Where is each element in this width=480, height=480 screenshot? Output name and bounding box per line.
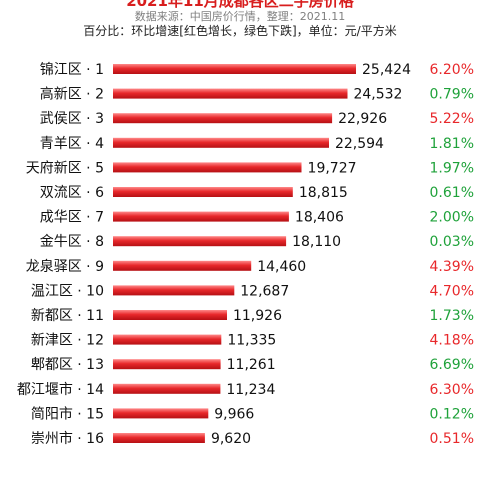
chart-title: 2021年11月成都各区二手房价格 xyxy=(126,0,354,10)
value-label: 19,727 xyxy=(308,160,357,176)
change-label: 0.79% xyxy=(430,87,474,103)
bar xyxy=(113,408,209,419)
value-label: 9,620 xyxy=(211,431,251,447)
category-label: 锦江区 · 1 xyxy=(40,61,104,78)
change-label: 6.69% xyxy=(430,357,474,373)
category-label: 武侯区 · 3 xyxy=(40,111,104,127)
category-label: 郫都区 · 13 xyxy=(31,357,104,373)
bar xyxy=(113,113,333,124)
value-label: 11,234 xyxy=(226,382,275,398)
change-label: 4.70% xyxy=(430,283,474,299)
bar xyxy=(113,211,289,222)
data-source: 数据来源：中国房价行情，整理：2021.11 xyxy=(134,10,346,23)
bar xyxy=(113,162,302,173)
category-label: 崇州市 · 16 xyxy=(31,430,104,447)
category-label: 都江堰市 · 14 xyxy=(17,381,104,398)
change-label: 5.22% xyxy=(430,111,474,127)
value-label: 9,966 xyxy=(214,406,254,422)
value-label: 11,335 xyxy=(227,333,276,349)
change-label: 1.97% xyxy=(430,160,474,176)
change-label: 0.12% xyxy=(430,406,474,422)
value-label: 18,406 xyxy=(295,210,344,226)
category-label: 金牛区 · 8 xyxy=(40,234,104,250)
value-label: 14,460 xyxy=(257,259,306,275)
category-label: 新津区 · 12 xyxy=(31,333,104,349)
bar xyxy=(113,359,221,370)
change-label: 4.39% xyxy=(430,259,474,275)
category-label: 双流区 · 6 xyxy=(40,185,104,201)
bar xyxy=(113,260,252,271)
change-label: 1.73% xyxy=(430,308,474,324)
chart-note: 百分比：环比增速[红色增长，绿色下跌]，单位：元/平方米 xyxy=(83,24,397,38)
value-label: 12,687 xyxy=(240,283,289,299)
change-label: 2.00% xyxy=(430,210,474,226)
bar xyxy=(113,88,348,99)
value-label: 18,110 xyxy=(292,234,341,250)
change-label: 6.20% xyxy=(430,62,474,78)
value-label: 24,532 xyxy=(353,87,402,103)
category-label: 青羊区 · 4 xyxy=(40,136,104,152)
bar xyxy=(113,310,227,320)
category-label: 天府新区 · 5 xyxy=(26,160,104,176)
bar xyxy=(113,187,293,197)
bar xyxy=(113,433,205,443)
change-label: 4.18% xyxy=(430,333,474,349)
category-label: 简阳市 · 15 xyxy=(31,405,104,422)
bar xyxy=(113,64,356,74)
category-label: 高新区 · 2 xyxy=(40,86,104,103)
value-label: 11,926 xyxy=(233,308,282,324)
value-label: 25,424 xyxy=(362,62,411,78)
change-label: 0.61% xyxy=(430,185,474,201)
bar xyxy=(113,334,222,345)
category-label: 龙泉驿区 · 9 xyxy=(26,258,104,275)
bar xyxy=(113,137,329,148)
category-label: 温江区 · 10 xyxy=(31,283,104,299)
change-label: 6.30% xyxy=(430,382,474,398)
bar xyxy=(113,236,287,247)
change-label: 0.51% xyxy=(430,431,474,447)
bar xyxy=(113,285,235,296)
value-label: 22,926 xyxy=(338,111,387,127)
category-label: 成华区 · 7 xyxy=(40,210,104,226)
change-label: 1.81% xyxy=(430,136,474,152)
change-label: 0.03% xyxy=(430,234,474,250)
bar xyxy=(113,383,221,394)
value-label: 18,815 xyxy=(299,185,348,201)
value-label: 22,594 xyxy=(335,136,384,152)
value-label: 11,261 xyxy=(227,357,276,373)
category-label: 新都区 · 11 xyxy=(31,308,104,324)
